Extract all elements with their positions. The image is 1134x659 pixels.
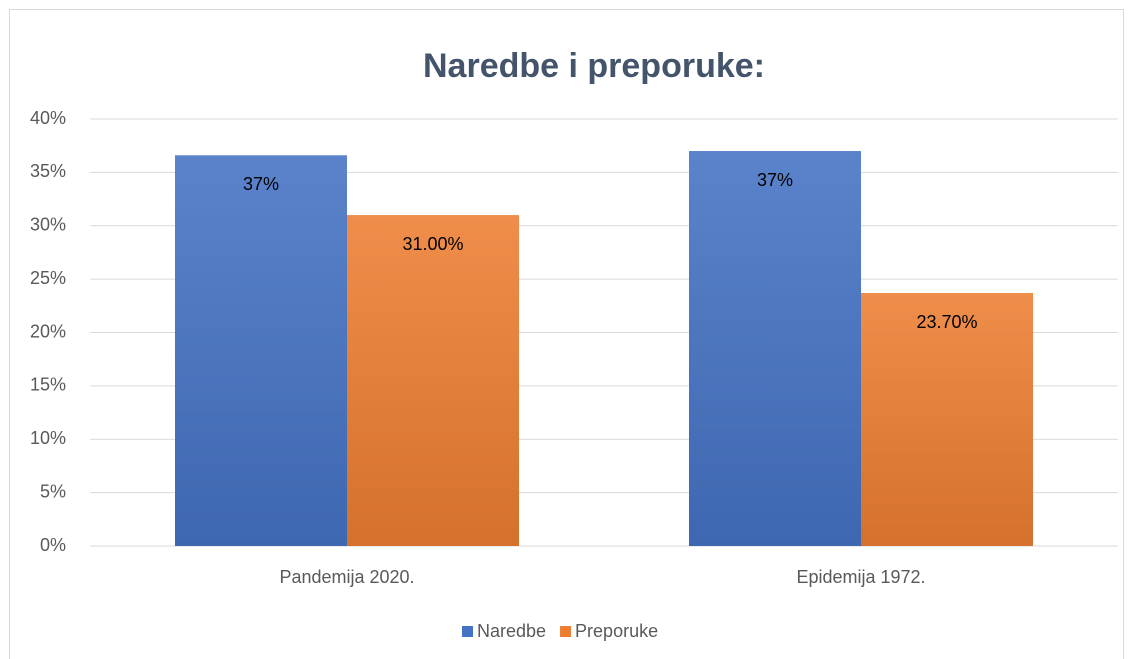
y-tick-label: 20% — [30, 321, 66, 341]
data-label: 37% — [757, 170, 793, 190]
y-tick-label: 5% — [40, 481, 66, 501]
data-label: 23.70% — [916, 312, 977, 332]
y-tick-label: 35% — [30, 161, 66, 181]
legend-label: Preporuke — [575, 621, 658, 641]
data-label: 31.00% — [402, 234, 463, 254]
bar — [689, 151, 861, 546]
bar — [347, 215, 519, 546]
legend-swatch — [462, 626, 473, 637]
y-tick-label: 0% — [40, 535, 66, 555]
bar — [861, 293, 1033, 546]
x-tick-label: Epidemija 1972. — [796, 567, 925, 587]
legend-label: Naredbe — [477, 621, 546, 641]
data-label: 37% — [243, 174, 279, 194]
x-tick-label: Pandemija 2020. — [279, 567, 414, 587]
y-tick-label: 15% — [30, 375, 66, 395]
y-tick-label: 40% — [30, 108, 66, 128]
chart-title: Naredbe i preporuke: — [423, 47, 765, 85]
legend-swatch — [560, 626, 572, 637]
y-tick-label: 30% — [30, 215, 66, 235]
bar — [175, 155, 347, 547]
y-tick-label: 10% — [30, 428, 66, 448]
y-tick-label: 25% — [30, 268, 66, 288]
